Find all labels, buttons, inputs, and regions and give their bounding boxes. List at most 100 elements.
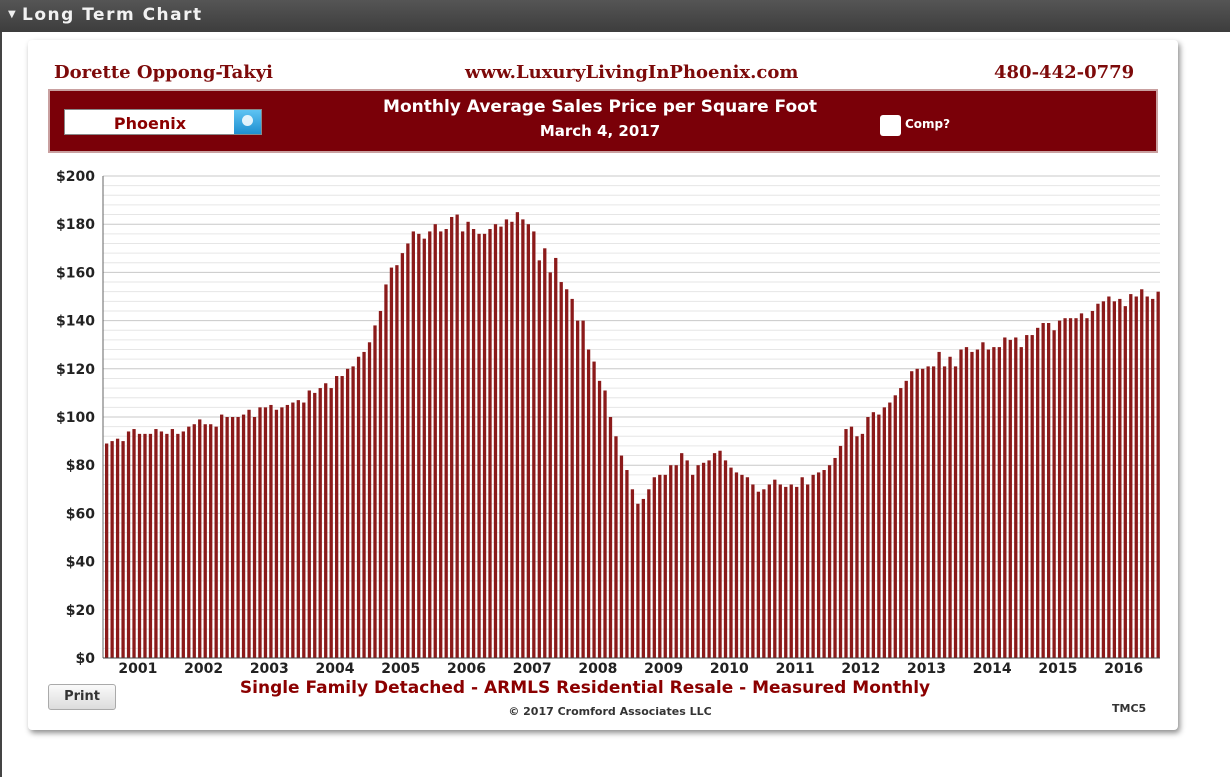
bar	[1025, 335, 1029, 658]
bar	[592, 361, 596, 658]
panel-title: Long Term Chart	[22, 5, 203, 25]
bar	[126, 431, 131, 658]
x-tick-label: 2008	[578, 661, 617, 677]
bar	[521, 219, 525, 658]
bar	[318, 388, 322, 658]
dropdown-button[interactable]	[234, 110, 261, 134]
bar	[740, 474, 744, 658]
bar	[230, 417, 235, 658]
y-tick-label: $180	[56, 217, 95, 233]
bar	[428, 231, 432, 658]
bar	[691, 474, 695, 658]
bar	[992, 347, 996, 658]
x-tick-label: 2010	[710, 661, 749, 677]
bar	[647, 489, 651, 658]
bar	[729, 467, 733, 658]
bar	[1074, 318, 1078, 658]
bar	[981, 342, 985, 658]
chart-code: TMC5	[1112, 702, 1147, 715]
bar	[225, 417, 229, 658]
bar	[220, 414, 224, 658]
bar	[959, 349, 963, 658]
bar	[855, 436, 859, 658]
y-tick-label: $100	[56, 410, 95, 426]
bar	[685, 460, 689, 658]
bar	[575, 320, 580, 658]
bar	[701, 462, 706, 658]
bar	[931, 366, 936, 658]
bar	[871, 412, 876, 658]
bar	[241, 414, 246, 658]
bar	[510, 221, 514, 659]
bar	[378, 310, 383, 658]
bar	[1156, 291, 1160, 658]
bar	[586, 349, 591, 658]
bar	[548, 272, 552, 658]
website-link[interactable]: www.LuxuryLivingInPhoenix.com	[465, 62, 799, 83]
bar	[367, 342, 372, 658]
bar	[789, 484, 793, 658]
y-tick-label: $60	[66, 506, 95, 522]
bar	[888, 402, 892, 658]
bar	[258, 407, 262, 658]
bar	[1129, 294, 1133, 658]
bar	[121, 441, 125, 658]
bar	[439, 231, 443, 658]
bar	[619, 455, 624, 658]
agent-name: Dorette Oppong-Takyi	[54, 62, 274, 83]
bar	[603, 390, 607, 658]
bar	[953, 366, 958, 658]
chart-subtitle: Single Family Detached - ARMLS Residenti…	[239, 678, 931, 698]
bar	[986, 349, 991, 658]
bar	[291, 402, 295, 658]
chart-date: March 4, 2017	[539, 122, 661, 140]
bar	[1140, 289, 1144, 658]
bar	[110, 441, 114, 658]
bar	[1079, 313, 1084, 658]
x-tick-label: 2009	[644, 661, 683, 677]
bar	[340, 376, 344, 658]
bar	[778, 484, 782, 658]
bar	[827, 465, 832, 658]
bar	[1041, 323, 1045, 658]
bar	[663, 474, 667, 658]
bar	[1052, 330, 1056, 658]
bar	[400, 253, 405, 658]
bar	[422, 238, 426, 658]
bar	[105, 443, 109, 658]
x-tick-label: 2004	[316, 661, 355, 677]
bar	[997, 347, 1001, 658]
comp-checkbox[interactable]	[880, 115, 901, 136]
bar	[482, 233, 487, 658]
bar	[696, 465, 700, 658]
bar	[252, 417, 257, 658]
x-tick-label: 2014	[973, 661, 1012, 677]
x-tick-label: 2003	[250, 661, 289, 677]
bar	[893, 395, 897, 658]
bar	[132, 429, 136, 658]
bar	[680, 453, 684, 658]
bar	[756, 491, 761, 658]
bar	[192, 424, 196, 658]
bar	[948, 356, 952, 658]
bar	[899, 388, 903, 658]
panel-header[interactable]: ▼ Long Term Chart	[0, 0, 1230, 32]
y-tick-label: $20	[66, 603, 95, 619]
bar	[395, 265, 399, 658]
bar	[477, 233, 481, 658]
city-select[interactable]: Phoenix	[64, 109, 262, 135]
bar	[1063, 318, 1067, 658]
bar	[406, 243, 410, 659]
bar	[718, 450, 722, 658]
comp-label: Comp?	[905, 117, 951, 131]
bar	[723, 460, 728, 658]
bar	[137, 433, 142, 658]
print-button[interactable]: Print	[48, 684, 116, 710]
bar	[450, 216, 454, 658]
collapse-triangle-icon[interactable]: ▼	[8, 9, 16, 20]
bar	[849, 426, 854, 658]
bar	[707, 460, 711, 658]
bar	[1003, 337, 1007, 658]
x-tick-label: 2001	[118, 661, 157, 677]
